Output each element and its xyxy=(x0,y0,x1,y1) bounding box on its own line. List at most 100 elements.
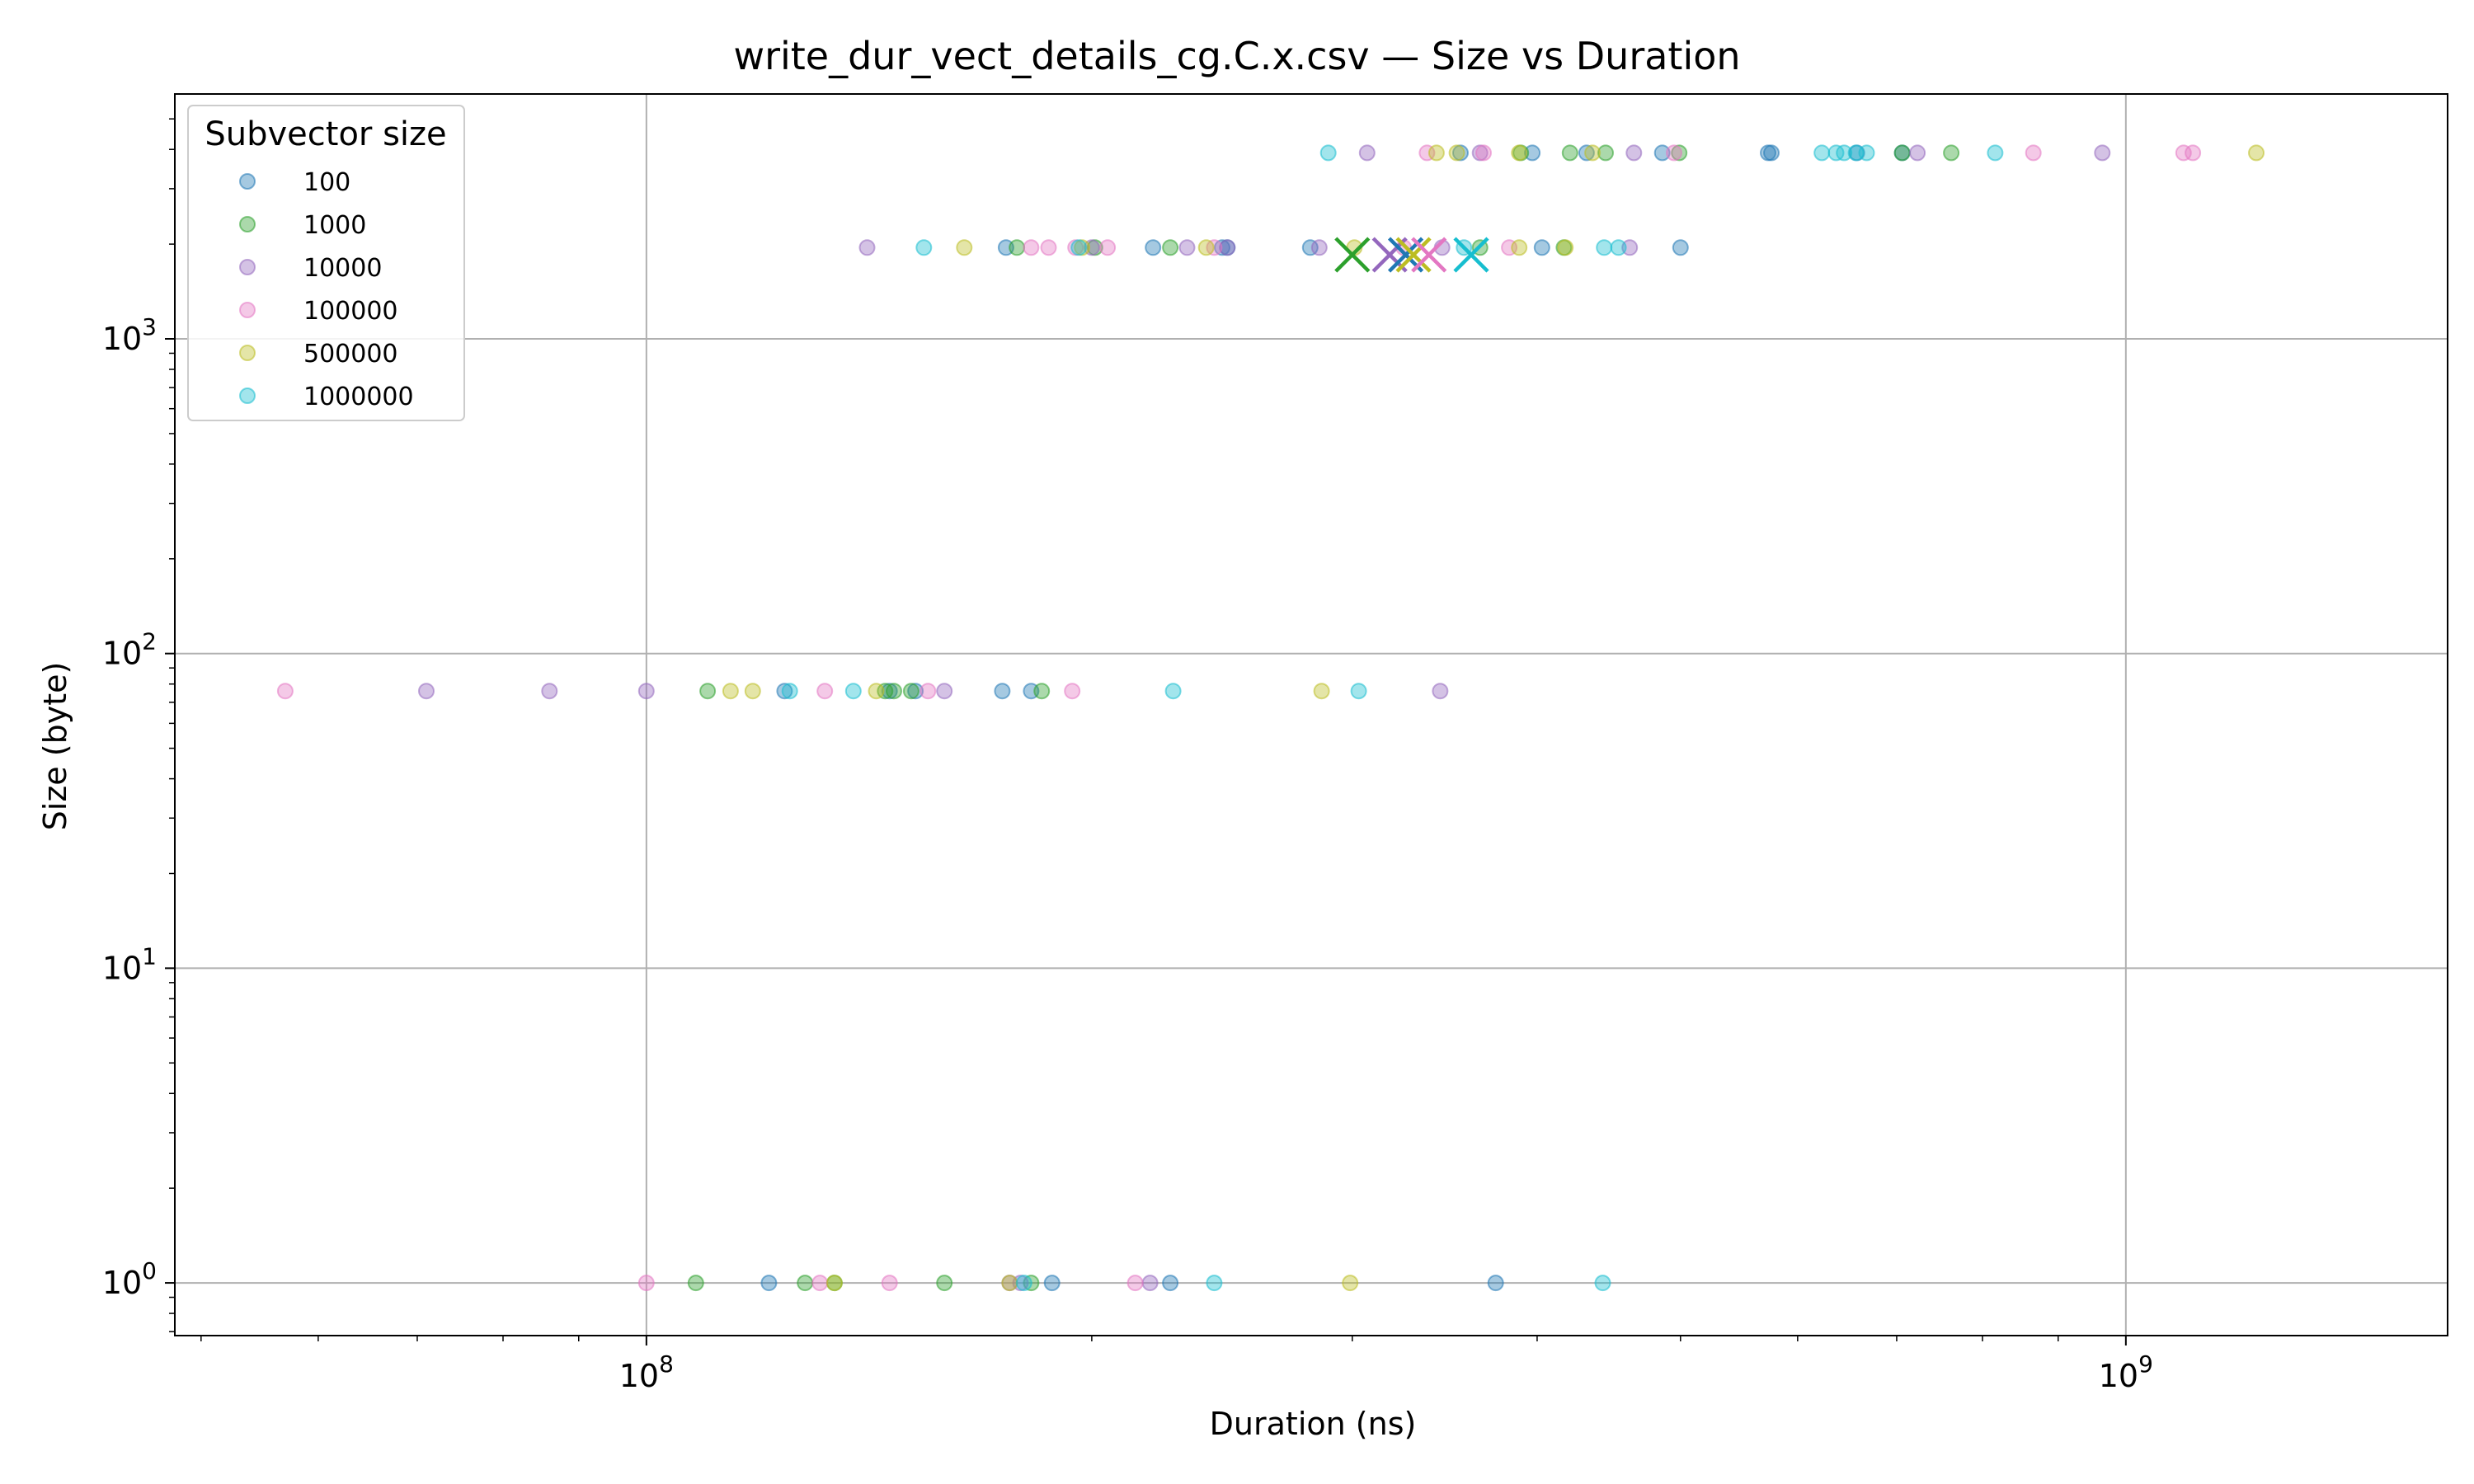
y-tick-exponent: 0 xyxy=(142,1257,157,1284)
data-point xyxy=(844,683,862,700)
x-axis-ticks: 108 109 xyxy=(619,1336,2153,1394)
legend-label: 1000 xyxy=(303,211,366,240)
data-point xyxy=(1319,144,1337,162)
y-tick-label: 101 xyxy=(102,942,157,986)
data-point xyxy=(1596,239,1613,256)
data-point xyxy=(1141,1275,1159,1292)
series-100 xyxy=(760,144,1911,1292)
data-point xyxy=(776,683,793,700)
data-point xyxy=(868,683,885,700)
mean-markers xyxy=(1334,237,1489,273)
x-tick-exponent: 9 xyxy=(2138,1350,2153,1378)
data-point xyxy=(687,1275,704,1292)
data-point xyxy=(541,683,558,700)
data-point xyxy=(1666,144,1682,162)
plot-frame xyxy=(174,93,2448,1336)
mean-marker-stroke xyxy=(1411,237,1447,273)
x-tick-label: 109 xyxy=(2099,1350,2153,1394)
y-tick-base: 10 xyxy=(102,950,142,986)
grid-layer xyxy=(175,94,2448,1336)
data-point xyxy=(418,683,435,700)
data-point xyxy=(1197,239,1215,256)
data-point xyxy=(2025,144,2042,162)
data-point xyxy=(1099,239,1117,256)
data-point xyxy=(920,683,937,700)
data-point xyxy=(1448,144,1465,162)
data-point xyxy=(2185,144,2202,162)
data-point xyxy=(1987,144,2004,162)
legend-marker xyxy=(239,345,256,361)
legend-item: 10000 xyxy=(239,254,382,283)
legend-marker xyxy=(239,387,256,404)
legend-label: 100000 xyxy=(303,297,398,326)
data-point xyxy=(1023,239,1040,256)
x-tick-label: 108 xyxy=(619,1350,674,1394)
data-point xyxy=(1671,144,1688,162)
data-point xyxy=(1043,1275,1061,1292)
data-point xyxy=(1909,144,1926,162)
data-point xyxy=(886,683,902,700)
data-points xyxy=(276,144,2265,1292)
legend-marker xyxy=(239,259,256,275)
data-point xyxy=(1813,144,1831,162)
data-point xyxy=(2248,144,2265,162)
data-point xyxy=(1301,239,1319,256)
data-point xyxy=(816,683,834,700)
mean-marker-stroke xyxy=(1334,237,1371,273)
data-point xyxy=(1001,1275,1018,1292)
data-point xyxy=(915,239,933,256)
data-point xyxy=(1033,683,1051,700)
data-point xyxy=(1040,239,1057,256)
data-point xyxy=(1533,239,1550,256)
data-point xyxy=(877,683,894,700)
data-point xyxy=(1162,1275,1179,1292)
data-point xyxy=(1427,144,1445,162)
x-tick-base: 10 xyxy=(619,1358,659,1394)
data-point xyxy=(1578,144,1595,162)
data-point xyxy=(994,683,1011,700)
data-point xyxy=(276,683,294,700)
data-point xyxy=(1858,144,1875,162)
legend-item: 500000 xyxy=(239,340,398,369)
data-point xyxy=(1621,239,1639,256)
mean-marker-stroke xyxy=(1453,237,1489,273)
data-point xyxy=(1584,144,1602,162)
data-point xyxy=(1178,239,1196,256)
y-tick-base: 10 xyxy=(102,321,142,357)
data-point xyxy=(1672,239,1689,256)
data-point xyxy=(637,1275,655,1292)
data-point xyxy=(2094,144,2111,162)
y-tick-exponent: 1 xyxy=(142,942,157,970)
legend: Subvector size 100 1000 10000 100000 500000 1… xyxy=(187,105,465,421)
data-point xyxy=(1126,1275,1144,1292)
legend-label: 100 xyxy=(303,168,350,197)
legend-item: 1000 xyxy=(239,211,366,240)
data-point xyxy=(1064,683,1081,700)
legend-marker xyxy=(239,173,256,190)
legend-marker xyxy=(239,302,256,318)
data-point xyxy=(1610,239,1627,256)
data-point xyxy=(1206,1275,1223,1292)
series-1000 xyxy=(687,144,1960,1292)
data-point xyxy=(1524,144,1541,162)
data-point xyxy=(1313,683,1330,700)
data-point xyxy=(1350,683,1367,700)
data-point xyxy=(1943,144,1960,162)
mean-marker-1000000 xyxy=(1453,237,1489,273)
data-point xyxy=(1893,144,1911,162)
minor-ticks xyxy=(169,118,2059,1341)
data-point xyxy=(881,1275,898,1292)
legend-item: 1000000 xyxy=(239,383,414,411)
legend-label: 1000000 xyxy=(303,383,414,411)
legend-title: Subvector size xyxy=(205,115,446,153)
data-point xyxy=(1009,239,1026,256)
data-point xyxy=(1625,144,1643,162)
data-point xyxy=(1342,1275,1359,1292)
series-1000000 xyxy=(781,144,2004,1292)
data-point xyxy=(1511,144,1528,162)
y-tick-exponent: 2 xyxy=(142,628,157,655)
y-tick-base: 10 xyxy=(102,1265,142,1301)
